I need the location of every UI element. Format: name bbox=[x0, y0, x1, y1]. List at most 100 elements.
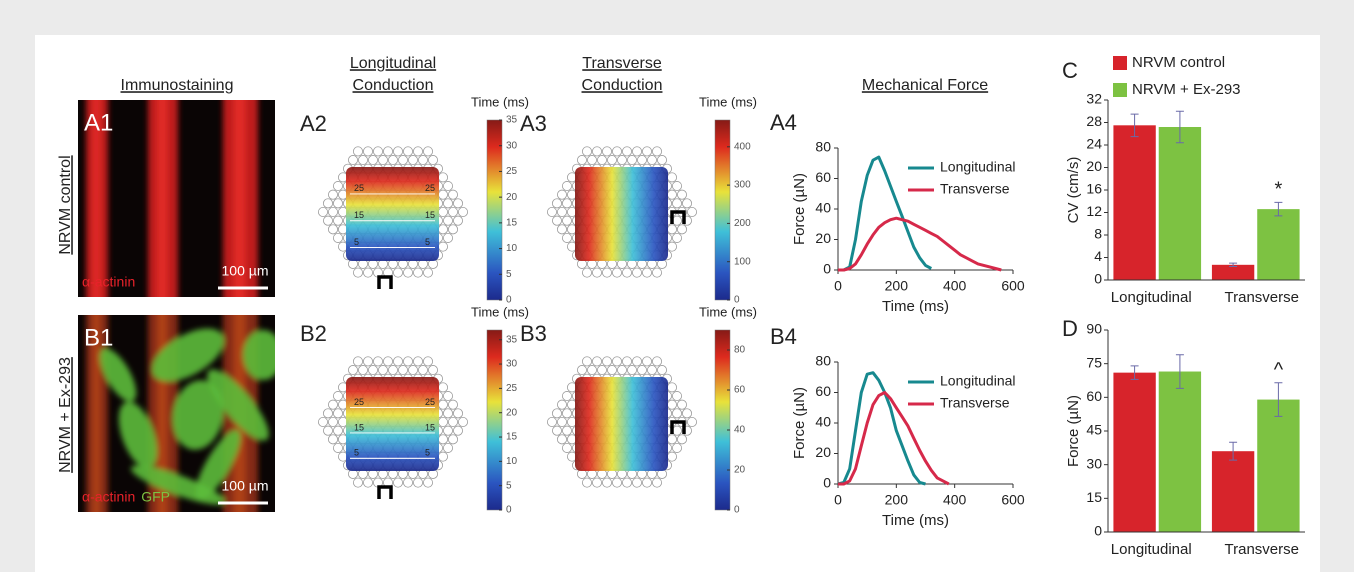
legend-label: Transverse bbox=[940, 181, 1010, 197]
electrode bbox=[327, 189, 338, 200]
legend-label: NRVM control bbox=[1132, 54, 1225, 71]
y-tick-label: 40 bbox=[815, 200, 831, 216]
y-tick-label: 80 bbox=[815, 139, 831, 155]
electrode bbox=[437, 382, 448, 393]
electrode bbox=[672, 232, 683, 243]
electrode bbox=[437, 399, 448, 410]
colorbar-tick-label: 15 bbox=[506, 217, 518, 228]
error-bar bbox=[1229, 262, 1238, 267]
electrode bbox=[667, 434, 678, 445]
electrode bbox=[332, 425, 343, 436]
electrode bbox=[677, 399, 688, 410]
electrode bbox=[327, 399, 338, 410]
stain-label: α-actinin bbox=[82, 489, 135, 505]
electrode bbox=[557, 434, 568, 445]
electrode bbox=[322, 408, 333, 419]
electrode bbox=[642, 267, 653, 278]
stain-label: GFP bbox=[141, 489, 170, 505]
y-axis-label: CV (cm/s) bbox=[1065, 157, 1082, 224]
electrode bbox=[562, 198, 573, 209]
y-tick-label: 80 bbox=[815, 353, 831, 369]
red-fiber-core bbox=[92, 315, 101, 512]
bar bbox=[1113, 125, 1156, 280]
isochrone-label: 15 bbox=[425, 422, 435, 432]
significance-mark: * bbox=[1275, 179, 1283, 201]
colorbar-tick-label: 0 bbox=[734, 505, 740, 516]
electrode bbox=[597, 365, 608, 376]
scale-bar-label: 100 µm bbox=[222, 478, 269, 494]
electrode bbox=[392, 267, 403, 278]
colorbar-tick-label: 200 bbox=[734, 218, 751, 229]
electrode bbox=[592, 267, 603, 278]
isochrone-label: 15 bbox=[425, 210, 435, 220]
bar bbox=[1211, 451, 1255, 532]
electrode bbox=[442, 408, 453, 419]
electrode bbox=[687, 416, 698, 427]
y-tick-label: 60 bbox=[815, 383, 831, 399]
electrode bbox=[652, 356, 663, 367]
colorbar-tick-label: 0 bbox=[734, 295, 740, 306]
electrode bbox=[332, 198, 343, 209]
x-tick-label: 0 bbox=[834, 278, 842, 294]
error-bar bbox=[1274, 201, 1283, 217]
colorbar-tick-label: 20 bbox=[506, 192, 518, 203]
electrode bbox=[352, 267, 363, 278]
y-tick-label: 4 bbox=[1094, 248, 1102, 264]
electrode bbox=[447, 189, 458, 200]
electrode bbox=[632, 477, 643, 488]
electrode bbox=[452, 198, 463, 209]
electrode bbox=[597, 155, 608, 166]
electrode bbox=[447, 206, 458, 217]
electrode bbox=[377, 365, 388, 376]
x-axis-label: Time (ms) bbox=[882, 512, 949, 529]
column-header: Mechanical Force bbox=[862, 77, 988, 94]
electrode bbox=[362, 146, 373, 157]
colorbar-title: Time (ms) bbox=[699, 94, 757, 109]
legend-label: NRVM + Ex-293 bbox=[1132, 81, 1241, 98]
row-label: NRVM control bbox=[57, 155, 74, 254]
y-tick-label: 0 bbox=[823, 261, 831, 277]
y-tick-label: 20 bbox=[815, 230, 831, 246]
electrode bbox=[592, 477, 603, 488]
electrode bbox=[612, 356, 623, 367]
electrode bbox=[547, 206, 558, 217]
electrode bbox=[332, 391, 343, 402]
electrode bbox=[447, 416, 458, 427]
chart: A4 0 20 40 60 80 0 200 400 600 Time (ms) Force (µN)… bbox=[770, 110, 1025, 315]
green-cell bbox=[243, 330, 275, 380]
activation-map bbox=[575, 167, 668, 261]
panel-label: B1 bbox=[84, 324, 113, 351]
electrode bbox=[652, 146, 663, 157]
electrode bbox=[622, 477, 633, 488]
electrode bbox=[392, 146, 403, 157]
colorbar-tick-label: 40 bbox=[734, 425, 746, 436]
isochrone-label: 25 bbox=[425, 183, 435, 193]
electrode bbox=[582, 267, 593, 278]
electrode bbox=[397, 155, 408, 166]
panel-label: B3 bbox=[520, 321, 547, 346]
electrode bbox=[442, 215, 453, 226]
electrode bbox=[622, 267, 633, 278]
electrode bbox=[667, 172, 678, 183]
electrode bbox=[332, 215, 343, 226]
isochrone-label: 5 bbox=[354, 237, 359, 247]
isochrone-label: 5 bbox=[425, 448, 430, 458]
bar bbox=[1257, 209, 1300, 280]
electrode bbox=[322, 425, 333, 436]
electrode bbox=[622, 356, 633, 367]
panel-label: A2 bbox=[300, 111, 327, 136]
scale-bar-label: 100 µm bbox=[222, 263, 269, 279]
force-trace bbox=[838, 391, 950, 486]
panel-label: D bbox=[1062, 316, 1078, 341]
electrode bbox=[352, 477, 363, 488]
electrode bbox=[592, 356, 603, 367]
conduction-map: B2 25 25 15 15 5 5 Time (ms) 0 5 10 15 20 25 30 35 bbox=[300, 304, 529, 515]
electrode bbox=[587, 155, 598, 166]
electrode bbox=[382, 356, 393, 367]
row-label: NRVM + Ex-293 bbox=[57, 357, 74, 473]
electrode bbox=[327, 434, 338, 445]
conduction-map: A2 25 25 15 15 5 5 Time (ms) 0 5 10 15 20 25 30 35 bbox=[300, 94, 529, 305]
electrode bbox=[562, 425, 573, 436]
electrode bbox=[582, 356, 593, 367]
legend-label: Longitudinal bbox=[940, 373, 1016, 389]
